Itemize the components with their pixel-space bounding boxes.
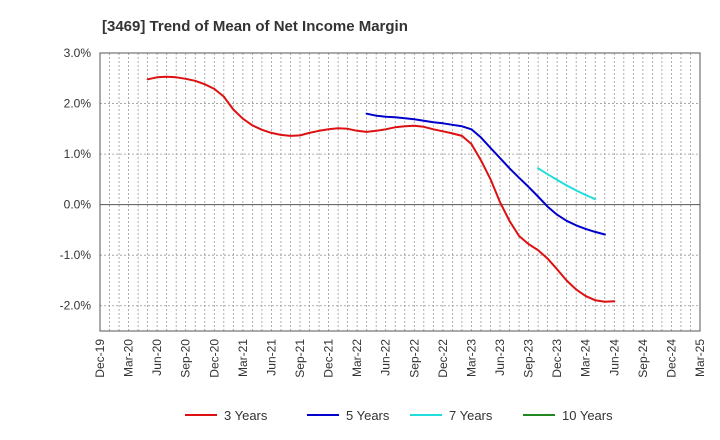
y-axis: 3.0% 2.0% 1.0% 0.0% -1.0% -2.0% <box>60 46 92 313</box>
x-tick-label: Mar-23 <box>464 339 478 377</box>
x-tick-label: Sep-20 <box>179 339 193 378</box>
x-tick-label: Sep-23 <box>522 339 536 378</box>
x-tick-label: Dec-19 <box>93 339 107 378</box>
x-tick-label: Mar-24 <box>579 339 593 377</box>
x-tick-label: Jun-20 <box>150 339 164 376</box>
x-tick-label: Dec-22 <box>436 339 450 378</box>
plot-area-border <box>99 52 701 332</box>
legend-label: 7 Years <box>449 408 493 423</box>
x-tick-label: Jun-23 <box>493 339 507 376</box>
series-line-3-years <box>146 75 616 303</box>
y-tick-label: 1.0% <box>64 147 92 161</box>
series-group <box>146 75 616 303</box>
x-tick-label: Dec-20 <box>207 339 221 378</box>
y-tick-label: 3.0% <box>64 46 92 60</box>
x-tick-label: Dec-24 <box>664 339 678 378</box>
y-tick-label: 0.0% <box>64 198 92 212</box>
plot-area-background <box>100 53 700 331</box>
x-tick-label: Dec-23 <box>550 339 564 378</box>
series-line-7-years <box>537 167 597 201</box>
x-tick-label: Mar-25 <box>693 339 707 377</box>
legend-label: 10 Years <box>562 408 613 423</box>
y-tick-label: 2.0% <box>64 97 92 111</box>
x-tick-label: Sep-22 <box>407 339 421 378</box>
x-tick-label: Sep-24 <box>636 339 650 378</box>
y-tick-label: -2.0% <box>60 299 92 313</box>
x-tick-label: Sep-21 <box>293 339 307 378</box>
chart-title: [3469] Trend of Mean of Net Income Margi… <box>102 18 408 35</box>
x-tick-label: Jun-22 <box>379 339 393 376</box>
x-tick-label: Jun-24 <box>607 339 621 376</box>
legend-label: 5 Years <box>346 408 390 423</box>
x-tick-label: Mar-20 <box>122 339 136 377</box>
legend: 3 Years 5 Years 7 Years 10 Years <box>185 408 613 423</box>
x-axis: Dec-19 Mar-20 Jun-20 Sep-20 Dec-20 Mar-21 Jun-… <box>93 339 707 378</box>
x-tick-label: Dec-21 <box>322 339 336 378</box>
legend-label: 3 Years <box>224 408 268 423</box>
x-tick-label: Mar-21 <box>236 339 250 377</box>
y-tick-label: -1.0% <box>60 248 92 262</box>
series-line-5-years <box>365 112 606 236</box>
x-tick-label: Mar-22 <box>350 339 364 377</box>
x-tick-label: Jun-21 <box>264 339 278 376</box>
